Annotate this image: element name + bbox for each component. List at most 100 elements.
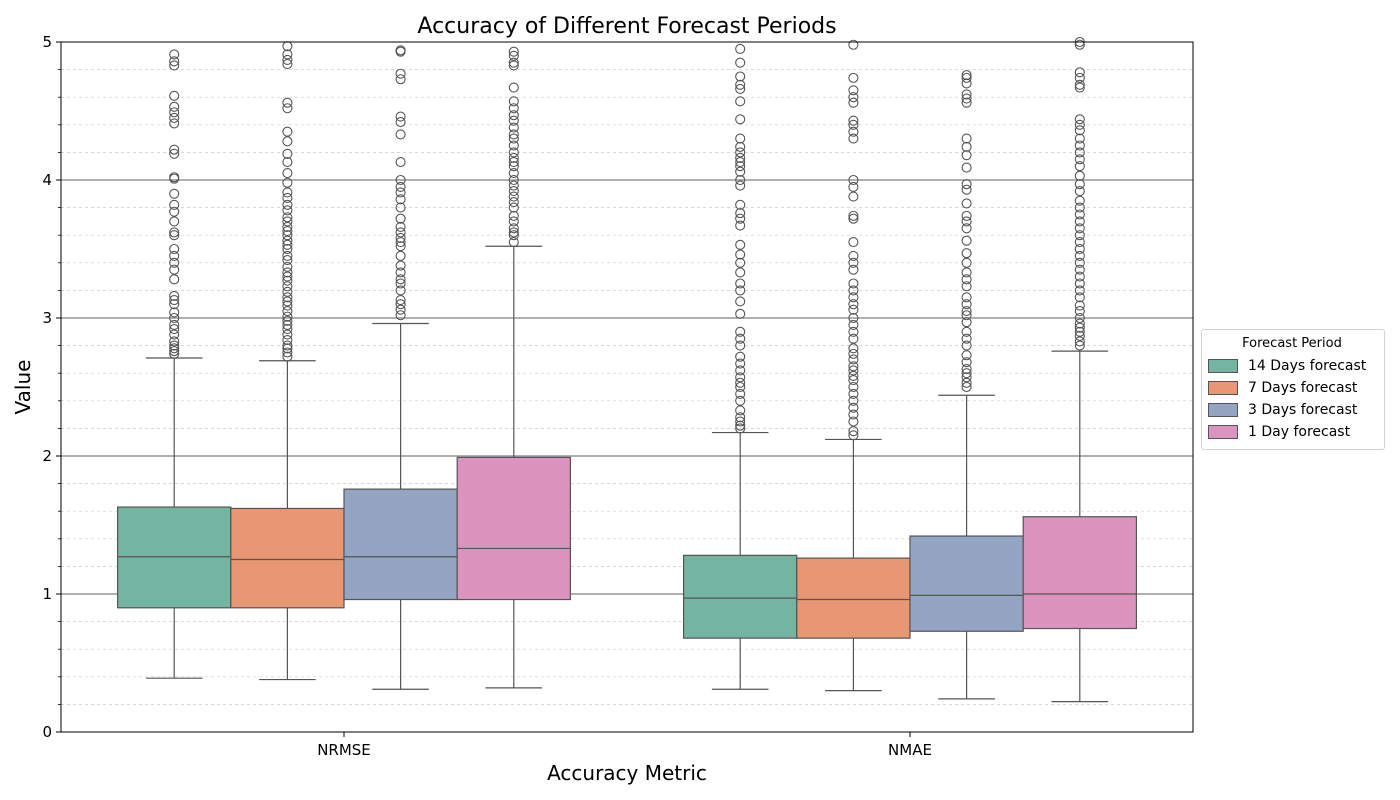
axes-layer: 0 1 2 3 4 5 NRMSE NMAE	[42, 33, 932, 759]
outlier-point	[961, 216, 972, 227]
outlier-point	[1074, 179, 1085, 190]
y-axis-label: Value	[11, 360, 35, 415]
outlier-point	[282, 235, 293, 246]
outlier-point	[169, 188, 180, 199]
outlier-point	[395, 202, 406, 213]
iqr-box	[1022, 516, 1138, 630]
outlier-point	[1074, 330, 1085, 341]
outlier-point	[735, 381, 746, 393]
outlier-point	[735, 83, 746, 94]
outlier-point	[848, 388, 859, 399]
outlier-point	[961, 372, 972, 383]
outlier-point	[508, 180, 519, 191]
outlier-point	[508, 237, 519, 248]
outlier-point	[735, 96, 746, 107]
outlier-point	[848, 299, 859, 310]
outlier-point	[282, 335, 293, 346]
outlier-point	[735, 420, 746, 431]
outlier-point	[169, 295, 180, 306]
outlier-point	[1074, 147, 1085, 158]
outlier-point	[735, 220, 746, 231]
outlier-point	[848, 85, 859, 96]
y-tick-label: 5	[42, 33, 52, 51]
outlier-point	[169, 49, 180, 60]
outlier-point	[961, 184, 972, 195]
outlier-point	[1074, 133, 1085, 144]
outlier-point	[508, 96, 519, 107]
outlier-point	[1074, 243, 1085, 255]
outlier-point	[1074, 202, 1085, 213]
legend-label-3-days: 3 Days forecast	[1248, 402, 1358, 418]
legend-label-1-day: 1 Day forecast	[1248, 424, 1351, 440]
outlier-point	[508, 46, 519, 57]
outlier-point	[395, 285, 406, 296]
outlier-point	[395, 68, 406, 79]
outlier-point	[282, 300, 293, 311]
outlier-point	[395, 227, 406, 238]
outlier-point	[961, 350, 972, 361]
outlier-point	[282, 329, 293, 340]
outlier-point	[508, 122, 519, 133]
outlier-point	[961, 133, 972, 144]
outlier-point	[169, 60, 180, 71]
outlier-point	[961, 97, 972, 108]
outlier-point	[282, 226, 293, 237]
legend-item-7-days: 7 Days forecast	[1208, 377, 1376, 399]
outlier-point	[169, 346, 180, 357]
outlier-point	[395, 213, 406, 224]
outlier-point	[395, 157, 406, 168]
outlier-point	[1074, 72, 1085, 83]
outlier-point	[508, 216, 519, 227]
outlier-point	[395, 221, 406, 232]
outlier-point	[735, 267, 746, 278]
outlier-point	[282, 199, 293, 210]
outlier-point	[848, 326, 859, 337]
legend-item-1-day: 1 Day forecast	[1208, 421, 1376, 443]
outlier-point	[735, 333, 746, 344]
outlier-point	[848, 365, 859, 376]
outlier-point	[282, 281, 293, 292]
outlier-point	[508, 82, 519, 93]
outlier-point	[961, 210, 972, 221]
outlier-point	[961, 281, 972, 292]
outlier-point	[848, 210, 859, 221]
outlier-point	[848, 348, 859, 359]
outlier-point	[848, 312, 859, 324]
outlier-point	[395, 299, 406, 310]
outlier-point	[282, 49, 293, 60]
outlier-point	[508, 133, 519, 144]
outlier-point	[735, 365, 746, 376]
outlier-point	[848, 278, 859, 289]
outlier-point	[1074, 322, 1085, 333]
outlier-point	[282, 351, 293, 362]
outlier-point	[961, 72, 972, 83]
outlier-point	[282, 254, 293, 266]
outlier-point	[961, 248, 972, 259]
box-nrmse-2	[230, 41, 345, 681]
outlier-point	[848, 181, 859, 192]
outlier-point	[169, 257, 180, 268]
outlier-point	[735, 57, 746, 68]
legend-title: Forecast Period	[1242, 336, 1342, 351]
outlier-point	[395, 74, 406, 85]
outlier-point	[735, 174, 746, 186]
outlier-point	[848, 285, 859, 296]
outlier-point	[961, 78, 972, 89]
outlier-point	[282, 221, 293, 232]
y-tick-label: 2	[42, 447, 52, 465]
outlier-point	[1074, 340, 1085, 351]
outlier-point	[169, 56, 180, 67]
outlier-point	[395, 278, 406, 289]
outlier-point	[961, 162, 972, 173]
outlier-point	[282, 205, 293, 216]
outlier-point	[961, 381, 972, 393]
legend-label-14-days: 14 Days forecast	[1248, 358, 1367, 374]
outlier-point	[735, 372, 746, 383]
outlier-point	[395, 45, 406, 56]
outlier-point	[1074, 300, 1085, 311]
outlier-point	[848, 174, 859, 186]
outlier-point	[848, 292, 859, 303]
y-tick-label: 4	[42, 171, 52, 189]
outlier-point	[508, 174, 519, 186]
